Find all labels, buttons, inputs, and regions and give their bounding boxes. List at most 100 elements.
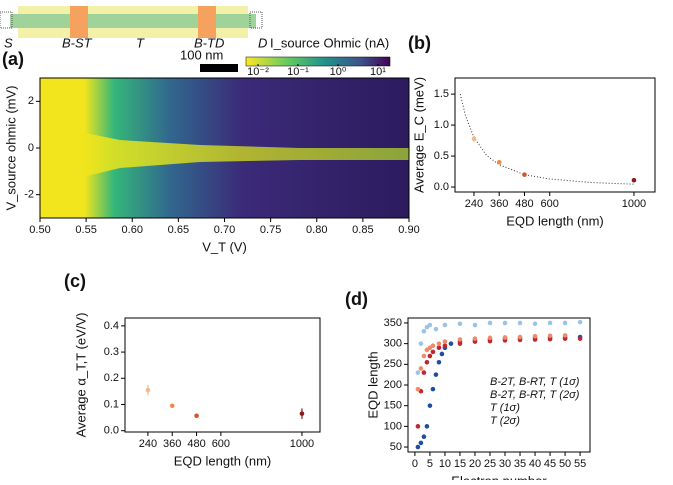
x-tick-label: 35 bbox=[514, 458, 526, 470]
point bbox=[631, 177, 637, 183]
point bbox=[502, 335, 508, 340]
colorbar-tick-label: 10⁻¹ bbox=[287, 66, 309, 78]
x-tick-label: 45 bbox=[544, 458, 556, 470]
y-tick-label: 150 bbox=[384, 400, 402, 412]
point bbox=[487, 320, 493, 326]
point bbox=[517, 320, 523, 326]
x-tick-label: 30 bbox=[499, 458, 511, 470]
point bbox=[448, 341, 454, 346]
point bbox=[430, 343, 436, 349]
y-tick-label: 1.0 bbox=[434, 119, 449, 131]
point bbox=[427, 403, 433, 408]
y-axis-label: V_source ohmic (mV) bbox=[3, 86, 18, 211]
y-tick-label: 250 bbox=[384, 358, 402, 370]
point bbox=[427, 353, 433, 359]
point bbox=[472, 322, 478, 328]
fit-curve bbox=[459, 93, 634, 185]
point bbox=[562, 336, 568, 341]
y-tick-label: 2 bbox=[28, 95, 34, 107]
x-axis-label: Electron number bbox=[451, 473, 547, 480]
y-tick-label: 0.1 bbox=[104, 398, 119, 410]
point bbox=[502, 320, 508, 326]
panel-label: (c) bbox=[64, 271, 86, 291]
point bbox=[424, 424, 430, 429]
point bbox=[418, 341, 424, 346]
schematic-label: B-TD bbox=[194, 35, 224, 50]
x-tick-label: 480 bbox=[515, 198, 533, 210]
point bbox=[299, 411, 305, 416]
point bbox=[145, 387, 151, 393]
point bbox=[532, 337, 538, 342]
plot-frame bbox=[407, 317, 591, 453]
x-tick-label: 0.75 bbox=[260, 224, 281, 236]
x-tick-label: 10 bbox=[439, 458, 451, 470]
legend-entry: T (1σ) bbox=[490, 402, 520, 414]
x-axis-label: V_T (V) bbox=[202, 239, 247, 254]
legend-entry: B-2T, B-RT, T (2σ) bbox=[490, 389, 580, 401]
x-axis-label: EQD length (nm) bbox=[506, 213, 604, 228]
point bbox=[442, 343, 448, 349]
panel-label: (b) bbox=[408, 33, 431, 53]
point bbox=[421, 370, 427, 375]
y-tick-label: -2 bbox=[24, 189, 34, 201]
x-tick-label: 0.60 bbox=[122, 224, 143, 236]
y-tick-label: 0.0 bbox=[104, 425, 119, 437]
heatmap-image bbox=[40, 78, 409, 218]
x-tick-label: 600 bbox=[212, 438, 230, 450]
x-tick-label: 0.85 bbox=[352, 224, 373, 236]
point bbox=[547, 320, 553, 326]
legend-entry: B-2T, B-RT, T (1σ) bbox=[490, 376, 580, 388]
x-axis-label: EQD length (nm) bbox=[174, 453, 272, 468]
point bbox=[436, 359, 442, 365]
colorbar-label: I_source Ohmic (nA) bbox=[270, 35, 389, 50]
colorbar-tick-label: 10⁰ bbox=[330, 66, 347, 78]
point bbox=[547, 333, 553, 339]
point bbox=[430, 349, 436, 355]
plot-frame bbox=[39, 77, 410, 219]
y-tick-label: 0.0 bbox=[434, 181, 449, 193]
x-tick-label: 25 bbox=[484, 458, 496, 470]
point bbox=[442, 339, 448, 344]
point bbox=[169, 403, 175, 409]
y-axis-label: EQD length bbox=[365, 351, 380, 418]
x-tick-label: 40 bbox=[529, 458, 541, 470]
point bbox=[421, 353, 427, 359]
y-tick-label: 200 bbox=[384, 379, 402, 391]
point bbox=[472, 336, 478, 341]
x-tick-label: 55 bbox=[574, 458, 586, 470]
y-tick-label: 0 bbox=[28, 142, 34, 154]
y-tick-label: 0.2 bbox=[104, 372, 119, 384]
x-tick-label: 0.65 bbox=[168, 224, 189, 236]
x-tick-label: 50 bbox=[559, 458, 571, 470]
schematic-label: B-ST bbox=[62, 35, 93, 50]
point bbox=[421, 328, 427, 334]
x-tick-label: 15 bbox=[454, 458, 466, 470]
point bbox=[415, 444, 421, 450]
x-tick-label: 0.90 bbox=[398, 224, 419, 236]
point bbox=[433, 326, 439, 332]
point bbox=[457, 337, 463, 342]
point bbox=[532, 321, 538, 327]
x-tick-label: 5 bbox=[427, 458, 433, 470]
y-axis-label: Average α_T,T (eV/V) bbox=[73, 313, 88, 438]
plot-frame bbox=[454, 77, 656, 193]
y-tick-label: 0.5 bbox=[434, 150, 449, 162]
x-tick-label: 0.55 bbox=[75, 224, 96, 236]
panel-label: (a) bbox=[2, 49, 24, 69]
point bbox=[532, 333, 538, 339]
point bbox=[430, 386, 436, 392]
schematic-label: T bbox=[136, 35, 145, 50]
schematic-label: D bbox=[258, 35, 267, 50]
point bbox=[427, 322, 433, 328]
point bbox=[415, 424, 421, 429]
x-tick-label: 600 bbox=[541, 198, 559, 210]
x-tick-label: 0.70 bbox=[214, 224, 235, 236]
x-tick-label: 0.80 bbox=[306, 224, 327, 236]
y-tick-label: 1.5 bbox=[434, 88, 449, 100]
point bbox=[577, 319, 583, 325]
x-tick-label: 0 bbox=[412, 458, 418, 470]
schematic-label: S bbox=[4, 35, 13, 50]
point bbox=[415, 386, 421, 392]
x-tick-label: 240 bbox=[465, 198, 483, 210]
